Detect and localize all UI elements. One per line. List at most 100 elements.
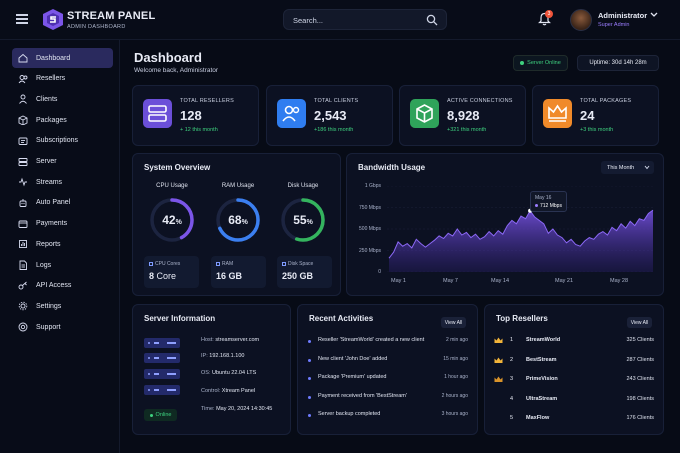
stat-card-packages: TOTAL PACKAGES 24 +3 this month xyxy=(532,85,659,146)
activity-text: Package 'Premium' updated xyxy=(318,374,387,380)
gear-icon xyxy=(18,302,28,311)
disk-icon xyxy=(282,261,286,266)
server-rack-icon xyxy=(144,385,180,395)
stream-icon xyxy=(19,177,27,187)
system-overview-card: System Overview CPU Usage 42% RAM Usage 68%… xyxy=(132,153,341,296)
online-dot-icon xyxy=(149,413,153,417)
sidebar-item-label: Settings xyxy=(36,302,62,310)
sidebar-item-settings[interactable]: Settings xyxy=(12,296,113,316)
sidebar-item-subscriptions[interactable]: Subscriptions xyxy=(12,131,113,151)
reseller-row[interactable]: 3 PrimeVision 243 Clients xyxy=(494,375,654,387)
reseller-row[interactable]: 5 MaxFlow 176 Clients xyxy=(494,414,654,426)
crown-icon xyxy=(494,337,503,343)
sidebar-item-resellers[interactable]: Resellers xyxy=(12,69,113,89)
card-icon xyxy=(18,137,28,145)
top-resellers-card: Top Resellers View All 1 StreamWorld 325 C… xyxy=(484,304,664,435)
search-icon[interactable] xyxy=(426,14,438,26)
stat-delta: +186 this month xyxy=(314,127,354,133)
activity-text: Payment received from 'BestStream' xyxy=(318,392,407,399)
activity-dot-icon xyxy=(308,414,311,417)
period-select[interactable]: This Month xyxy=(601,161,654,174)
reseller-rank: 4 xyxy=(510,395,514,402)
sidebar-item-support[interactable]: Support xyxy=(12,317,113,337)
reseller-name: PrimeVision xyxy=(526,376,558,382)
resellers-view-all-button[interactable]: View All xyxy=(627,317,652,328)
activity-time: 2 min ago xyxy=(446,337,468,343)
chart-icon xyxy=(19,240,27,249)
server-info-card: Server Information Host: streamserver.co… xyxy=(132,304,291,435)
stat-card-clients: TOTAL CLIENTS 2,543 +186 this month xyxy=(266,85,393,146)
gauge-label: CPU Usage xyxy=(156,183,188,189)
reseller-row[interactable]: 4 UltraStream 198 Clients xyxy=(494,395,654,407)
page-subtitle: Welcome back, Administrator xyxy=(134,67,219,74)
gauge-disk-usage xyxy=(281,198,325,242)
activity-time: 2 hours ago xyxy=(441,392,468,399)
wallet-icon xyxy=(18,220,28,228)
server-rack-icon xyxy=(144,353,180,363)
tooltip-value-row: 712 Mbps xyxy=(535,203,562,209)
reseller-rank: 3 xyxy=(510,376,514,382)
reseller-clients: 176 Clients xyxy=(626,415,654,421)
sidebar-item-packages[interactable]: Packages xyxy=(12,110,113,130)
activity-dot-icon xyxy=(308,377,311,380)
box-icon xyxy=(18,115,28,126)
activity-item: New client 'John Doe' added 15 min ago xyxy=(308,355,468,367)
y-tick-label: 1 Gbps xyxy=(364,183,381,189)
sidebar-item-api-access[interactable]: API Access xyxy=(12,276,113,296)
mini-stat-label: CPU Cores xyxy=(149,261,180,267)
reseller-name: MaxFlow xyxy=(526,415,550,421)
gauge-value: 55% xyxy=(293,213,313,227)
reseller-name: UltraStream xyxy=(526,395,558,402)
sidebar-item-label: Subscriptions xyxy=(36,137,79,145)
ram-icon xyxy=(216,261,220,266)
chevron-down-icon[interactable] xyxy=(650,12,658,18)
mini-stat-disk-space: Disk Space 250 GB xyxy=(277,256,332,288)
sidebar-item-label: API Access xyxy=(36,282,72,290)
reseller-name: StreamWorld xyxy=(526,337,561,343)
sidebar-item-payments[interactable]: Payments xyxy=(12,214,113,234)
sidebar-item-reports[interactable]: Reports xyxy=(12,234,113,254)
sidebar-item-server[interactable]: Server xyxy=(12,152,113,172)
activity-item: Payment received from 'BestStream' 2 hour… xyxy=(308,392,468,404)
activity-dot-icon xyxy=(308,358,311,362)
system-overview-title: System Overview xyxy=(144,163,211,172)
activity-text: Server backup completed xyxy=(318,411,381,417)
bandwidth-area xyxy=(389,210,653,272)
mini-stat-label: Disk Space xyxy=(282,261,313,267)
sidebar: Dashboard Resellers Clients Packages Subscri… xyxy=(0,40,120,453)
crown-icon xyxy=(494,357,503,363)
tooltip-date: May 16 xyxy=(535,195,552,201)
stat-resellers-icon xyxy=(143,99,172,128)
status-text: Server Online xyxy=(527,60,561,66)
avatar[interactable] xyxy=(570,9,592,31)
sidebar-item-dashboard[interactable]: Dashboard xyxy=(12,48,113,68)
server-icon xyxy=(18,157,28,166)
sidebar-item-logs[interactable]: Logs xyxy=(12,255,113,275)
x-tick-label: May 21 xyxy=(555,278,574,284)
activities-view-all-button[interactable]: View All xyxy=(441,317,466,328)
bandwidth-card: Bandwidth Usage This Month 1 Gbps 750 Mbp… xyxy=(346,153,664,296)
menu-icon[interactable] xyxy=(16,14,28,24)
sidebar-item-streams[interactable]: Streams xyxy=(12,172,113,192)
server-time: Time: May 20, 2024 14:30:45 xyxy=(201,406,273,412)
sidebar-item-label: Clients xyxy=(36,95,58,103)
sidebar-item-clients[interactable]: Clients xyxy=(12,89,113,109)
robot-icon xyxy=(19,198,27,207)
search-input[interactable] xyxy=(293,13,423,27)
sidebar-item-auto-panel[interactable]: Auto Panel xyxy=(12,193,113,213)
activities-title: Recent Activities xyxy=(309,314,374,323)
y-tick-label: 250 Mbps xyxy=(359,247,381,254)
reseller-row[interactable]: 2 BestStream 287 Clients xyxy=(494,356,654,368)
stat-card-connections: ACTIVE CONNECTIONS 8,928 +321 this month xyxy=(399,85,526,146)
sidebar-item-label: Support xyxy=(36,323,61,331)
user-icon xyxy=(19,94,27,105)
stat-connections-icon xyxy=(410,99,439,128)
user-name[interactable]: Administrator xyxy=(598,11,648,20)
server-info-title: Server Information xyxy=(144,314,216,323)
stat-title: TOTAL RESELLERS xyxy=(180,98,234,104)
activity-time: 1 hour ago xyxy=(444,374,468,380)
x-tick-label: May 14 xyxy=(491,278,510,284)
help-icon xyxy=(18,322,28,332)
reseller-row[interactable]: 1 StreamWorld 325 Clients xyxy=(494,336,654,348)
search-box xyxy=(283,9,447,30)
